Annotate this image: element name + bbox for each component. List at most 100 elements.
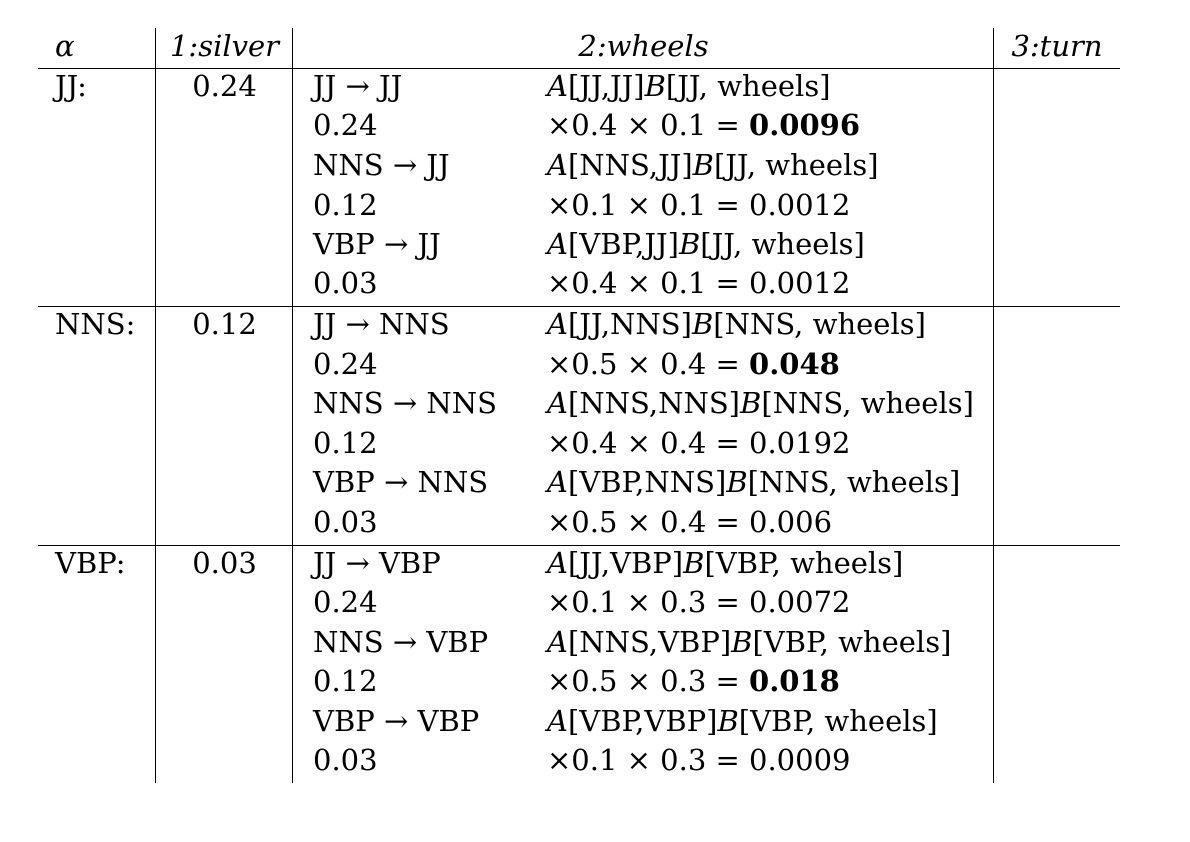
transition-label: JJ → NNS [313,307,450,341]
a-arguments: [JJ,NNS] [567,307,692,341]
group-separator-rule [38,545,1120,546]
probability-formula: A[VBP,VBP]B[VBP, wheels] [547,704,938,738]
previous-score: 0.12 [313,188,378,222]
a-arguments: [VBP,NNS] [567,465,727,499]
probability-formula: A[JJ,JJ]B[JJ, wheels] [547,69,831,103]
b-arguments: [JJ, wheels] [700,227,865,261]
previous-score: 0.03 [313,505,378,539]
b-arguments: [VBP, wheels] [752,625,952,659]
a-symbol: A [547,69,568,103]
probability-formula: A[VBP,JJ]B[JJ, wheels] [547,227,865,261]
multiplication-terms: ×0.1 × 0.3 = [547,585,750,619]
silver-value: 0.24 [192,69,257,103]
probability-formula: A[NNS,NNS]B[NNS, wheels] [547,386,974,420]
a-arguments: [VBP,JJ] [567,227,679,261]
previous-score: 0.12 [313,664,378,698]
a-arguments: [JJ,VBP] [567,546,684,580]
multiplication-terms: ×0.1 × 0.3 = [547,743,750,777]
b-symbol: B [678,227,701,261]
multiplication-terms: ×0.5 × 0.4 = [547,505,750,539]
b-arguments: [NNS, wheels] [713,307,926,341]
probability-formula: A[JJ,NNS]B[NNS, wheels] [547,307,926,341]
multiplication-terms: ×0.5 × 0.3 = [547,664,750,698]
probability-formula: A[JJ,VBP]B[VBP, wheels] [547,546,903,580]
header-rule [38,68,1120,69]
a-symbol: A [547,625,568,659]
column-header-silver: 1:silver [169,29,280,63]
score-computation: ×0.4 × 0.1 = 0.0012 [547,266,851,300]
b-symbol: B [740,386,762,420]
column-rule [292,28,293,783]
b-arguments: [NNS, wheels] [747,465,961,499]
a-symbol: A [547,386,568,420]
score-result: 0.0012 [749,266,851,300]
multiplication-terms: ×0.4 × 0.1 = [547,266,750,300]
b-symbol: B [717,704,739,738]
b-arguments: [VBP, wheels] [704,546,904,580]
a-symbol: A [547,148,568,182]
b-symbol: B [683,546,705,580]
column-rule [155,28,156,783]
column-rule [993,28,994,783]
column-header-turn: 3:turn [1011,29,1103,63]
score-computation: ×0.4 × 0.4 = 0.0192 [547,426,851,460]
score-computation: ×0.1 × 0.3 = 0.0072 [547,585,851,619]
multiplication-terms: ×0.5 × 0.4 = [547,347,750,381]
a-symbol: A [547,227,568,261]
a-arguments: [JJ,JJ] [567,69,645,103]
score-computation: ×0.5 × 0.4 = 0.006 [547,505,832,539]
score-computation: ×0.4 × 0.1 = 0.0096 [547,108,860,142]
transition-label: VBP → VBP [313,704,480,738]
silver-value: 0.03 [192,546,257,580]
transition-label: VBP → JJ [313,227,441,261]
multiplication-terms: ×0.4 × 0.1 = [547,108,750,142]
b-arguments: [JJ, wheels] [713,148,879,182]
previous-score: 0.24 [313,347,378,381]
group-tag: NNS: [55,307,136,341]
previous-score: 0.03 [313,743,378,777]
b-arguments: [NNS, wheels] [761,386,974,420]
previous-score: 0.24 [313,108,378,142]
previous-score: 0.03 [313,266,378,300]
score-result: 0.006 [749,505,833,539]
b-symbol: B [644,69,666,103]
a-symbol: A [547,465,568,499]
score-result: 0.048 [749,347,840,381]
multiplication-terms: ×0.1 × 0.1 = [547,188,750,222]
score-computation: ×0.1 × 0.3 = 0.0009 [547,743,851,777]
b-symbol: B [692,148,714,182]
transition-label: JJ → JJ [313,69,403,103]
group-separator-rule [38,306,1120,307]
alpha-header: α [55,29,75,63]
transition-label: NNS → NNS [313,386,497,420]
score-result: 0.0192 [749,426,851,460]
transition-label: NNS → JJ [313,148,450,182]
transition-label: NNS → VBP [313,625,489,659]
a-symbol: A [547,546,568,580]
silver-value: 0.12 [192,307,257,341]
b-arguments: [VBP, wheels] [738,704,938,738]
score-result: 0.0009 [749,743,851,777]
group-tag: JJ: [55,69,87,103]
transition-label: VBP → NNS [313,465,489,499]
score-result: 0.0012 [749,188,851,222]
probability-formula: A[NNS,VBP]B[VBP, wheels] [547,625,951,659]
multiplication-terms: ×0.4 × 0.4 = [547,426,750,460]
probability-formula: A[VBP,NNS]B[NNS, wheels] [547,465,960,499]
previous-score: 0.12 [313,426,378,460]
a-arguments: [NNS,JJ] [567,148,693,182]
b-symbol: B [691,307,714,341]
score-computation: ×0.1 × 0.1 = 0.0012 [547,188,851,222]
a-arguments: [NNS,NNS] [567,386,740,420]
probability-formula: A[NNS,JJ]B[JJ, wheels] [547,148,879,182]
score-computation: ×0.5 × 0.3 = 0.018 [547,664,840,698]
b-arguments: [JJ, wheels] [665,69,831,103]
score-result: 0.0072 [749,585,851,619]
group-tag: VBP: [55,546,126,580]
score-result: 0.018 [749,664,840,698]
transition-label: JJ → VBP [313,546,441,580]
previous-score: 0.24 [313,585,378,619]
a-arguments: [NNS,VBP] [567,625,732,659]
score-result: 0.0096 [749,108,861,142]
score-computation: ×0.5 × 0.4 = 0.048 [547,347,840,381]
